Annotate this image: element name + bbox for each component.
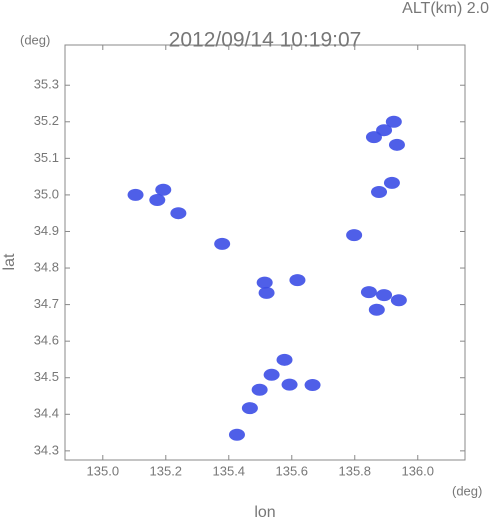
x-tick-label: 136.0	[401, 463, 434, 478]
echo-cell	[346, 229, 363, 242]
echo-cell	[376, 124, 393, 137]
x-tick-label: 135.2	[150, 463, 183, 478]
y-tick-label: 34.9	[34, 223, 59, 238]
chart-title: 2012/09/14 10:19:07	[169, 29, 362, 52]
echo-cell	[251, 383, 268, 396]
echo-cell	[276, 353, 293, 366]
echo-cell	[388, 138, 405, 151]
echo-cell	[368, 303, 385, 316]
x-axis-label: lon	[254, 504, 275, 521]
y-tick-label: 34.5	[34, 369, 59, 384]
echo-cell	[155, 183, 172, 196]
echo-cell	[256, 276, 273, 289]
echo-cell	[214, 237, 231, 250]
altitude-label: ALT(km) 2.0	[402, 0, 489, 17]
y-tick-label: 35.1	[34, 150, 59, 165]
echo-cell	[385, 115, 402, 128]
echo-cell	[170, 207, 187, 220]
echo-cell	[258, 286, 275, 299]
echo-cell	[241, 402, 258, 415]
y-axis-label: lat	[1, 253, 18, 270]
y-tick-label: 35.2	[34, 113, 59, 128]
echo-cell	[149, 194, 166, 207]
y-unit: (deg)	[20, 32, 50, 47]
echo-cell	[360, 286, 377, 299]
echo-cell	[263, 368, 280, 381]
x-tick-label: 135.8	[338, 463, 371, 478]
echo-cell	[376, 289, 393, 302]
y-tick-label: 34.3	[34, 442, 59, 457]
x-tick-label: 135.0	[87, 463, 120, 478]
echo-cell	[304, 379, 321, 392]
x-unit: (deg)	[452, 483, 482, 498]
y-tick-label: 34.8	[34, 259, 59, 274]
echo-cell	[281, 378, 298, 391]
y-tick-label: 34.7	[34, 296, 59, 311]
echo-cell	[289, 274, 306, 287]
y-tick-label: 34.4	[34, 406, 59, 421]
x-tick-label: 135.4	[213, 463, 246, 478]
echo-cell	[371, 185, 388, 198]
x-tick-label: 135.6	[275, 463, 308, 478]
y-tick-label: 35.3	[34, 77, 59, 92]
echo-cell	[365, 131, 382, 144]
echo-cell	[127, 188, 144, 201]
echo-cell	[390, 294, 407, 307]
echo-cell	[383, 176, 400, 189]
y-tick-label: 35.0	[34, 186, 59, 201]
echo-cell	[228, 428, 245, 441]
y-tick-label: 34.6	[34, 333, 59, 348]
plot-frame	[64, 44, 466, 461]
